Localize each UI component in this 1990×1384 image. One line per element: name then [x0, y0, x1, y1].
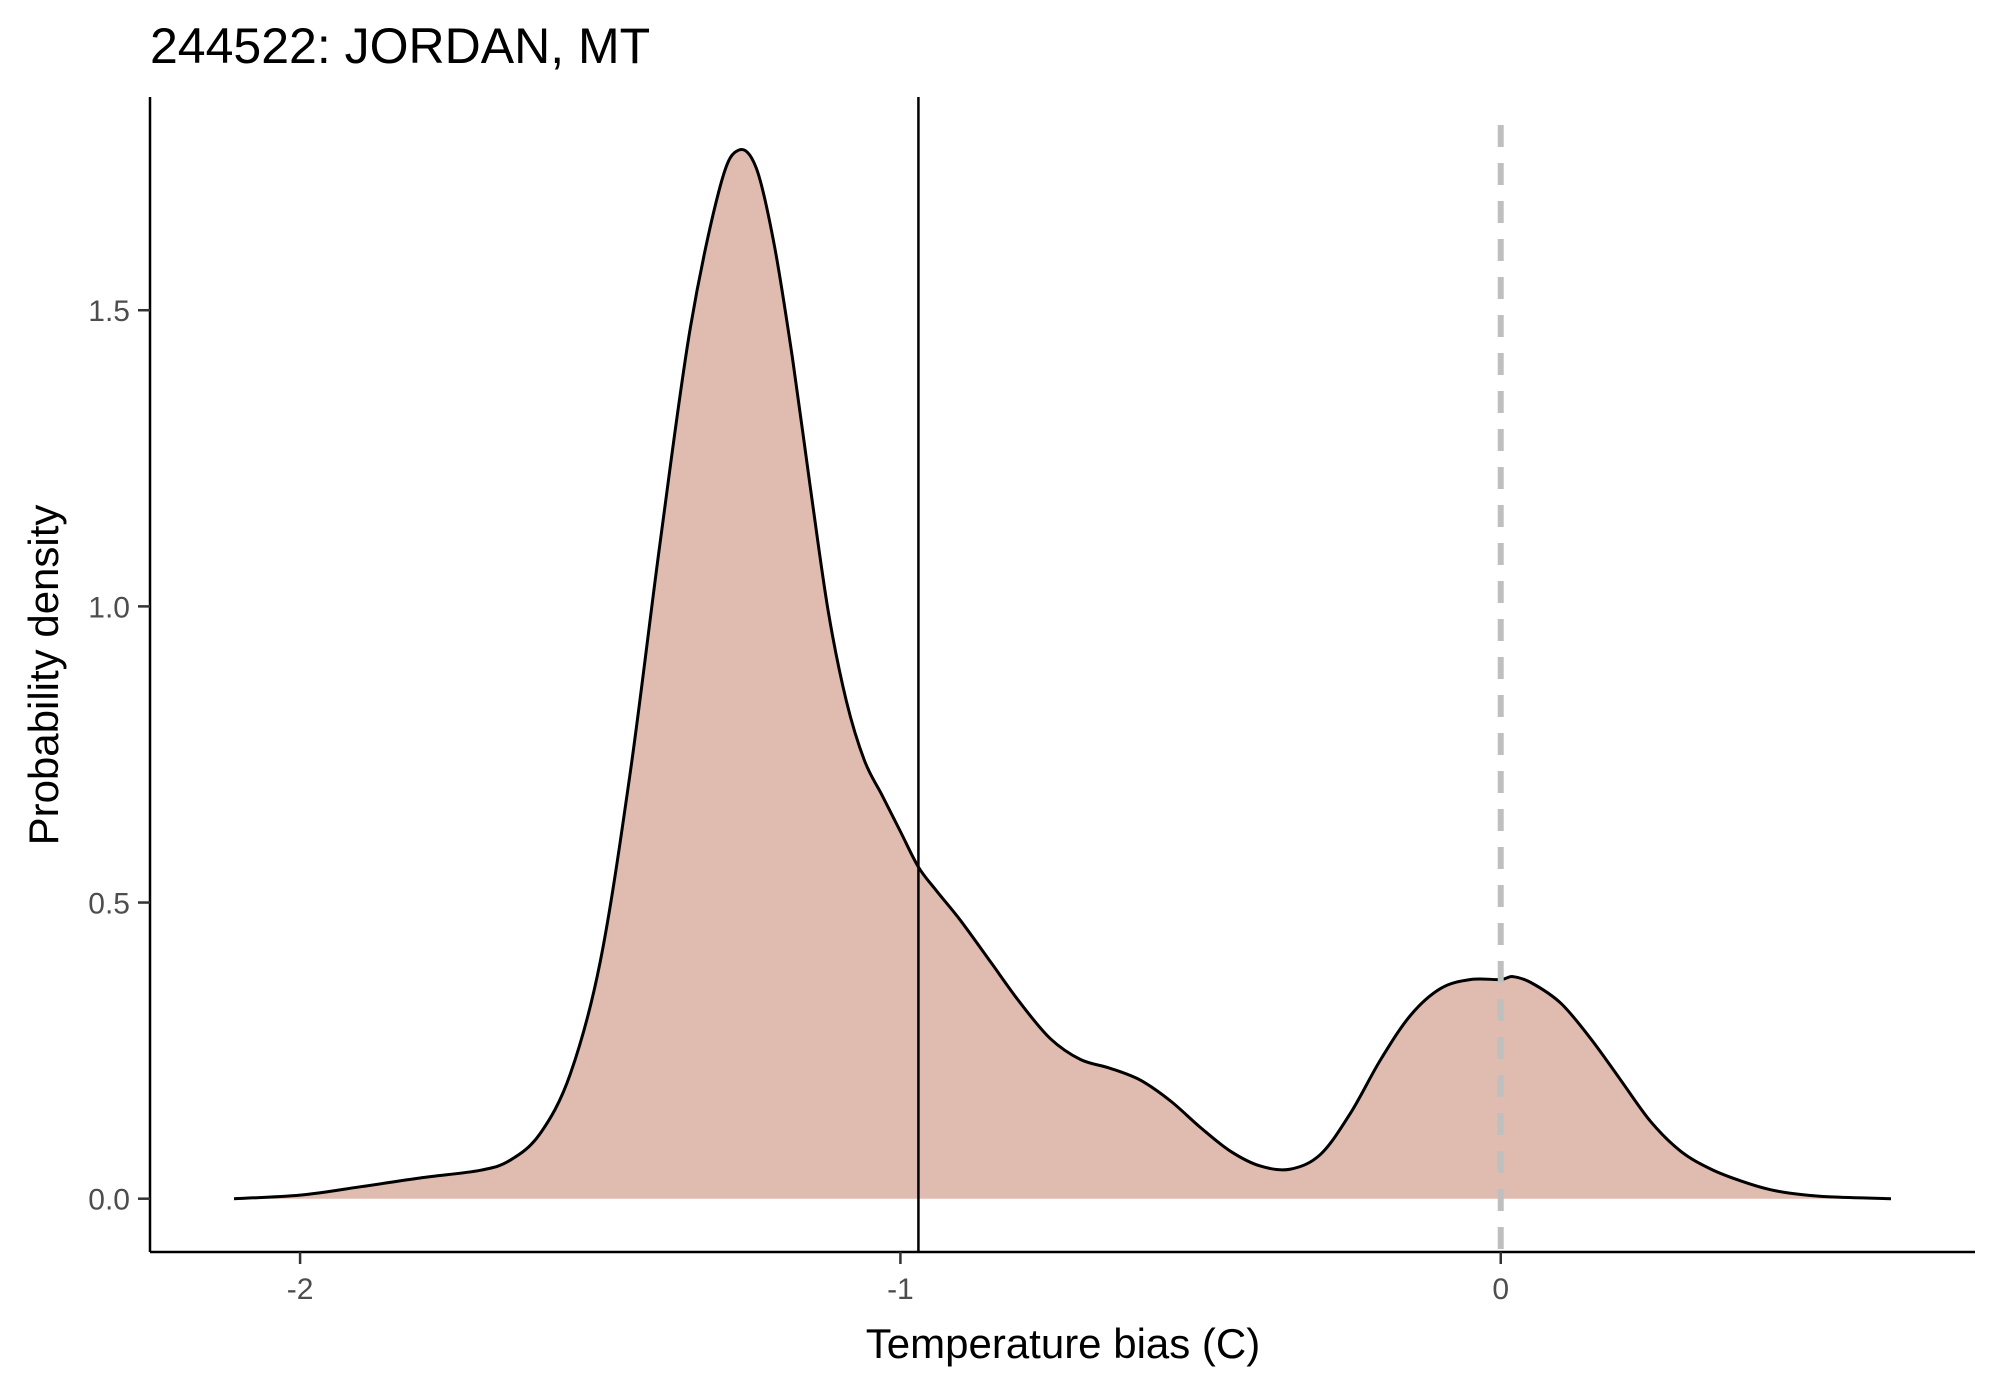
chart-title: 244522: JORDAN, MT: [150, 18, 650, 74]
x-tick-label: -1: [887, 1273, 914, 1306]
x-tick-label: -2: [287, 1273, 314, 1306]
y-axis-ticks: 0.0 0.5 1.0 1.5: [88, 295, 150, 1217]
x-axis-ticks: -2 -1 0: [287, 1252, 1509, 1306]
x-axis-title: Temperature bias (C): [866, 1320, 1260, 1367]
y-tick-label: 0.0: [88, 1184, 130, 1217]
axes: -2 -1 0 0.0 0.5 1.0 1.5: [88, 97, 1975, 1306]
x-tick-label: 0: [1492, 1273, 1509, 1306]
y-tick-label: 0.5: [88, 888, 130, 921]
plot-area: [233, 97, 1892, 1252]
y-tick-label: 1.0: [88, 591, 130, 624]
density-line: [233, 148, 1892, 1201]
y-tick-label: 1.5: [88, 295, 130, 328]
y-axis-title: Probability density: [20, 505, 67, 846]
density-area: [234, 149, 1891, 1199]
